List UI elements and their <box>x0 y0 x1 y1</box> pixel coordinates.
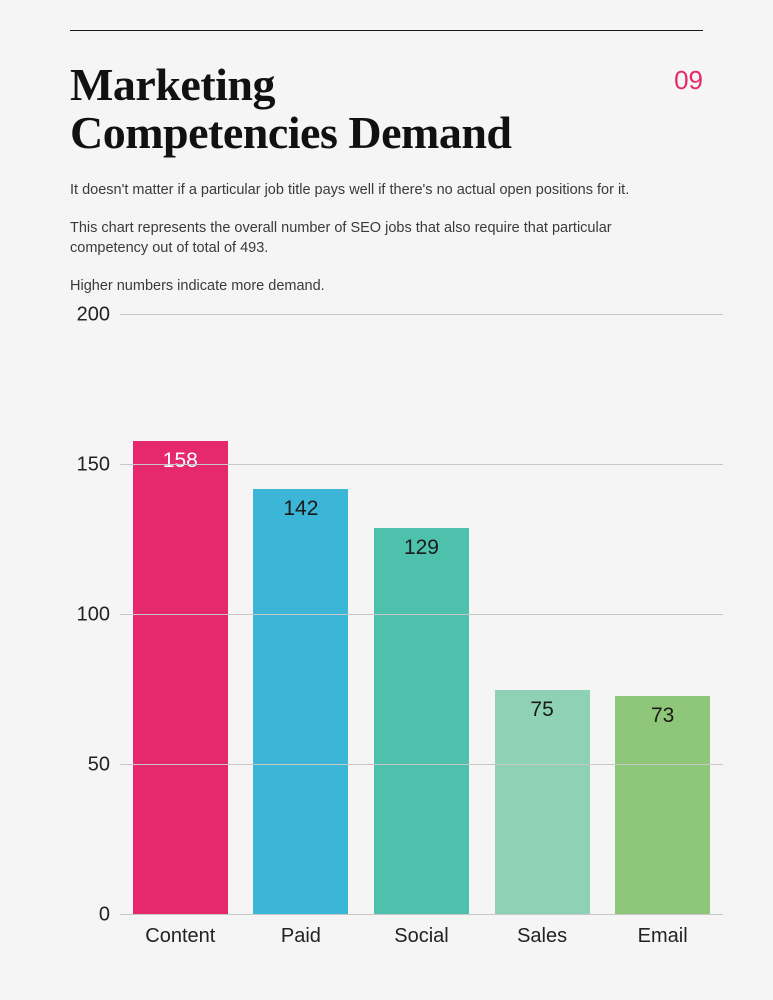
y-tick-label: 50 <box>70 753 110 776</box>
x-tick-label: Email <box>615 925 710 948</box>
chart: 1581421297573 050100150200 ContentPaidSo… <box>70 315 703 948</box>
x-tick-label: Sales <box>495 925 590 948</box>
top-rule <box>70 30 703 31</box>
bar-value-label: 158 <box>133 449 228 473</box>
page-container: Marketing Competencies Demand 09 It does… <box>0 0 773 948</box>
bar-value-label: 75 <box>495 698 590 722</box>
bar: 129 <box>374 528 469 915</box>
bar-value-label: 129 <box>374 536 469 560</box>
bar: 75 <box>495 690 590 915</box>
y-tick-label: 0 <box>70 903 110 926</box>
gridline <box>120 914 723 915</box>
title-line-2: Competencies Demand <box>70 107 512 158</box>
description-p3: Higher numbers indicate more demand. <box>70 276 650 296</box>
description-block: It doesn't matter if a particular job ti… <box>70 180 650 297</box>
y-tick-label: 150 <box>70 453 110 476</box>
title-line-1: Marketing <box>70 59 275 110</box>
x-tick-label: Social <box>374 925 469 948</box>
description-p2: This chart represents the overall number… <box>70 218 650 259</box>
bar: 73 <box>615 696 710 915</box>
x-axis: Content Paid Social Sales Email <box>120 915 723 948</box>
header-row: Marketing Competencies Demand 09 <box>70 61 703 158</box>
bar: 142 <box>253 489 348 915</box>
bar: 158 <box>133 441 228 915</box>
y-tick-label: 200 <box>70 303 110 326</box>
x-tick-label: Paid <box>253 925 348 948</box>
x-tick-label: Content <box>133 925 228 948</box>
description-p1: It doesn't matter if a particular job ti… <box>70 180 650 200</box>
chart-plot-area: 1581421297573 050100150200 <box>120 315 703 915</box>
bar-value-label: 73 <box>615 704 710 728</box>
gridline <box>120 764 723 765</box>
y-tick-label: 100 <box>70 603 110 626</box>
gridline <box>120 614 723 615</box>
page-title: Marketing Competencies Demand <box>70 61 512 158</box>
bar-value-label: 142 <box>253 497 348 521</box>
gridline <box>120 464 723 465</box>
page-number: 09 <box>674 61 703 96</box>
bars-row: 158 142 129 75 73 <box>120 315 723 915</box>
gridline <box>120 314 723 315</box>
